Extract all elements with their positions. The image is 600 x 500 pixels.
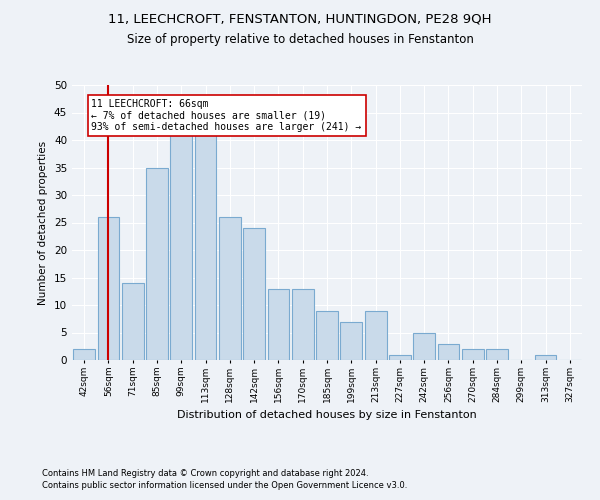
Bar bbox=[146, 168, 168, 360]
Bar bbox=[243, 228, 265, 360]
Bar bbox=[194, 134, 217, 360]
Bar bbox=[97, 217, 119, 360]
Bar bbox=[316, 310, 338, 360]
Bar bbox=[462, 349, 484, 360]
Text: Contains public sector information licensed under the Open Government Licence v3: Contains public sector information licen… bbox=[42, 481, 407, 490]
Y-axis label: Number of detached properties: Number of detached properties bbox=[38, 140, 49, 304]
Bar bbox=[122, 283, 143, 360]
Bar bbox=[73, 349, 95, 360]
Text: 11, LEECHCROFT, FENSTANTON, HUNTINGDON, PE28 9QH: 11, LEECHCROFT, FENSTANTON, HUNTINGDON, … bbox=[108, 12, 492, 26]
Bar bbox=[170, 134, 192, 360]
Bar bbox=[486, 349, 508, 360]
Bar bbox=[219, 217, 241, 360]
Text: 11 LEECHCROFT: 66sqm
← 7% of detached houses are smaller (19)
93% of semi-detach: 11 LEECHCROFT: 66sqm ← 7% of detached ho… bbox=[91, 99, 362, 132]
Bar bbox=[389, 354, 411, 360]
Bar bbox=[535, 354, 556, 360]
Text: Size of property relative to detached houses in Fenstanton: Size of property relative to detached ho… bbox=[127, 32, 473, 46]
X-axis label: Distribution of detached houses by size in Fenstanton: Distribution of detached houses by size … bbox=[177, 410, 477, 420]
Bar bbox=[437, 344, 460, 360]
Bar bbox=[292, 288, 314, 360]
Bar bbox=[413, 332, 435, 360]
Bar bbox=[268, 288, 289, 360]
Bar bbox=[340, 322, 362, 360]
Text: Contains HM Land Registry data © Crown copyright and database right 2024.: Contains HM Land Registry data © Crown c… bbox=[42, 468, 368, 477]
Bar bbox=[365, 310, 386, 360]
